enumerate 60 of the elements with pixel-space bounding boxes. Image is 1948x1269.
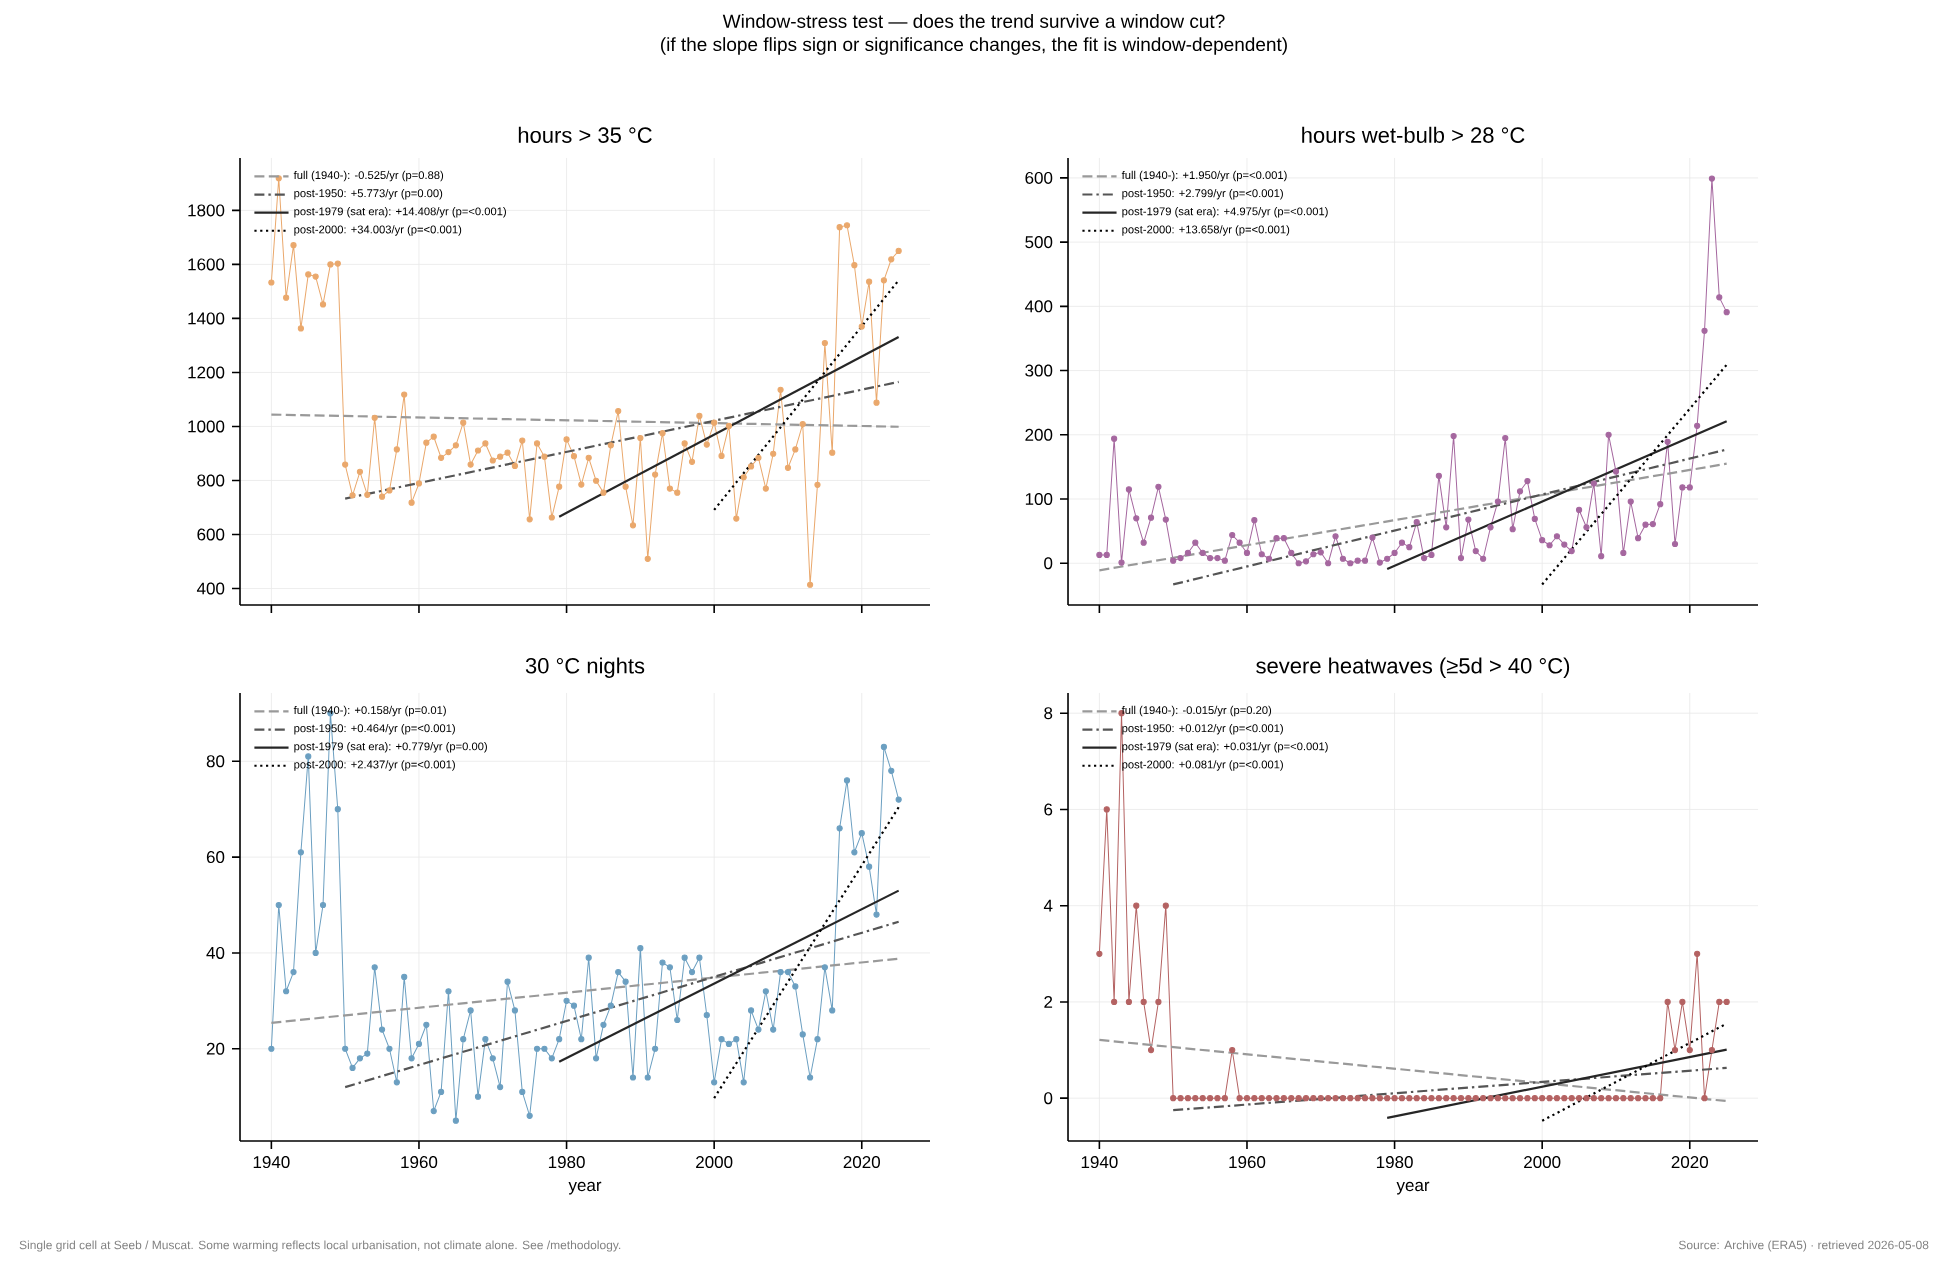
y-tick-label: 1000 [188, 420, 225, 433]
x-tick-label: 1940 [253, 1156, 290, 1169]
y-tick-label: 600 [197, 528, 225, 541]
y-tick-label: 0 [1044, 1092, 1053, 1105]
y-tick-label: 4 [1043, 899, 1053, 912]
y-tick-label: 80 [206, 755, 225, 768]
y-tick-label: 200 [1025, 428, 1053, 441]
legend-label: post-1950: +2.799/yr (p=<0.001) [1122, 188, 1283, 200]
x-tick-label: 1960 [401, 1156, 438, 1169]
x-tick-label: 1980 [1376, 1156, 1413, 1169]
legend-label: post-1979 (sat era): +0.779/yr (p=0.00) [294, 742, 487, 753]
y-tick-label: 800 [197, 474, 225, 487]
x-tick-label: 1980 [548, 1156, 585, 1169]
y-tick-label: 40 [206, 946, 225, 959]
x-tick-label: 2000 [1524, 1156, 1561, 1169]
y-tick-label: 400 [1024, 300, 1053, 313]
x-tick-label: 1940 [1081, 1156, 1118, 1169]
y-tick-label: 500 [1025, 236, 1053, 249]
x-tick-label: 1960 [1229, 1156, 1266, 1169]
source-note: Source: Archive (ERA5) · retrieved 2026-05-08 [1678, 1240, 1929, 1252]
y-tick-label: 8 [1044, 707, 1053, 720]
y-tick-label: 20 [206, 1042, 225, 1055]
chart-title: hours > 35 °C [518, 126, 652, 143]
legend-label: post-2000: +0.081/yr (p=<0.001) [1122, 760, 1283, 771]
legend-label: full (1940-): +1.950/yr (p=<0.001) [1121, 170, 1287, 182]
legend-label: post-2000: +2.437/yr (p=<0.001) [294, 760, 455, 771]
chart-title: hours wet-bulb > 28 °C [1302, 126, 1525, 143]
legend-label: full (1940-): -0.015/yr (p=0.20) [1121, 705, 1272, 717]
chart-title: severe heatwaves (≥5d > 40 °C) [1256, 657, 1570, 678]
legend-label: post-1950: +0.464/yr (p=<0.001) [294, 723, 455, 735]
chart-title: 30 °C nights [525, 657, 645, 678]
legend-label: post-1950: +0.012/yr (p=<0.001) [1122, 723, 1283, 735]
legend-label: post-1979 (sat era): +0.031/yr (p=<0.001) [1122, 742, 1328, 753]
text: Window-stress test — does the trend survive a window cut? [722, 14, 1225, 28]
x-tick-label: 2000 [696, 1156, 733, 1169]
text: (if the slope flips sign or significance changes, the fit is window-dependent) [661, 37, 1287, 55]
x-tick-label: 2020 [843, 1156, 880, 1169]
legend-label: full (1940-): +0.158/yr (p=0.01) [293, 705, 446, 717]
y-tick-label: 60 [206, 851, 225, 864]
legend-label: full (1940-): -0.525/yr (p=0.88) [293, 170, 444, 182]
y-tick-label: 0 [1044, 557, 1053, 570]
y-tick-label: 300 [1025, 364, 1053, 377]
x-axis-title: year [1396, 1181, 1430, 1195]
y-tick-label: 1600 [188, 258, 225, 271]
legend-label: post-1950: +5.773/yr (p=0.00) [294, 188, 443, 200]
y-tick-label: 1800 [188, 204, 225, 217]
y-tick-label: 2 [1044, 996, 1053, 1008]
x-axis-title: year [568, 1181, 602, 1195]
y-tick-label: 400 [196, 582, 225, 595]
legend-label: post-1979 (sat era): +14.408/yr (p=<0.001) [294, 207, 506, 218]
text: Single grid cell at Seeb / Muscat. Some warming reflects local urbanisation, not climate alone. See /methodology. [19, 1240, 621, 1252]
x-tick-label: 2020 [1671, 1156, 1708, 1169]
legend-label: post-2000: +13.658/yr (p=<0.001) [1122, 225, 1290, 236]
legend-label: post-2000: +34.003/yr (p=<0.001) [294, 225, 462, 236]
y-tick-label: 6 [1044, 803, 1053, 816]
y-tick-label: 1400 [188, 312, 225, 325]
y-tick-label: 100 [1025, 493, 1053, 506]
y-tick-label: 1200 [188, 366, 225, 379]
legend-label: post-1979 (sat era): +4.975/yr (p=<0.001) [1122, 207, 1328, 218]
y-tick-label: 600 [1025, 171, 1053, 184]
